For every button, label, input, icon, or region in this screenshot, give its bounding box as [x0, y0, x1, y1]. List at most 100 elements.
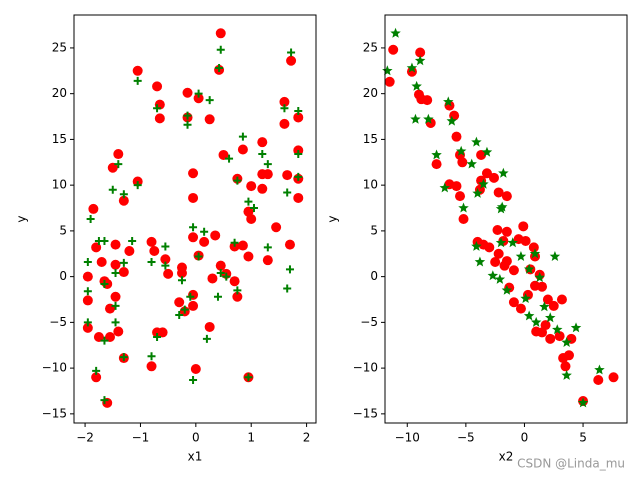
point: [263, 243, 272, 252]
point: [88, 203, 99, 214]
point: [561, 369, 572, 380]
point: [382, 65, 393, 76]
y-axis-label: y: [326, 215, 340, 222]
point: [222, 272, 231, 281]
point: [188, 192, 199, 203]
point: [539, 301, 550, 312]
point: [215, 260, 226, 271]
point: [560, 361, 571, 372]
point: [478, 178, 489, 189]
point: [523, 263, 535, 274]
point: [244, 197, 253, 206]
point: [496, 201, 508, 212]
y-tick-label: 0: [59, 269, 67, 283]
x-tick-label: 5: [579, 431, 587, 445]
point: [100, 236, 109, 245]
point: [149, 246, 160, 257]
point: [466, 158, 477, 169]
y-tick-label: 10: [363, 178, 378, 192]
point: [190, 364, 201, 375]
point: [286, 55, 297, 66]
point: [249, 204, 258, 213]
point: [549, 251, 561, 261]
point: [216, 268, 225, 277]
y-tick-label: 5: [370, 223, 378, 237]
point: [199, 236, 210, 247]
point: [193, 93, 204, 104]
point: [229, 276, 240, 287]
point: [518, 221, 529, 232]
y-tick-label: 5: [59, 223, 67, 237]
point: [183, 111, 192, 120]
point: [431, 149, 442, 160]
point: [233, 286, 242, 295]
point: [494, 273, 506, 284]
point: [100, 336, 109, 345]
y-tick-label: −15: [42, 406, 67, 420]
point: [451, 181, 462, 192]
point: [451, 131, 462, 142]
point: [246, 181, 257, 192]
point: [294, 172, 303, 181]
point: [455, 145, 467, 156]
point: [410, 113, 421, 124]
point: [83, 318, 92, 327]
point: [520, 293, 531, 304]
point: [124, 246, 135, 257]
point: [188, 232, 199, 243]
point: [175, 311, 184, 320]
point: [446, 115, 458, 126]
point: [515, 303, 526, 314]
point: [111, 318, 120, 327]
point: [508, 297, 519, 308]
point: [154, 113, 165, 124]
point: [474, 256, 486, 267]
point: [545, 333, 556, 344]
y-tick-label: 0: [370, 269, 378, 283]
point: [119, 258, 128, 267]
point: [523, 310, 535, 321]
point: [186, 292, 195, 301]
point: [293, 192, 304, 203]
point: [472, 187, 483, 198]
x-axis-label: x2: [499, 450, 514, 464]
point: [207, 273, 218, 284]
point: [257, 137, 268, 148]
point: [246, 214, 257, 224]
point: [262, 169, 273, 180]
point: [161, 261, 170, 270]
point: [189, 223, 198, 232]
y-tick-label: −10: [353, 361, 378, 375]
point: [608, 372, 619, 383]
point: [498, 167, 509, 178]
point: [537, 281, 548, 292]
point: [188, 168, 199, 179]
point: [100, 279, 109, 288]
y-tick-label: −10: [42, 361, 67, 375]
point: [285, 265, 294, 274]
point: [263, 160, 272, 169]
point: [493, 248, 504, 259]
point: [493, 187, 504, 198]
point: [508, 265, 519, 276]
point: [110, 259, 121, 270]
point: [204, 114, 215, 125]
y-tick-label: −15: [353, 406, 378, 420]
point: [82, 271, 93, 282]
point: [545, 312, 556, 323]
point: [157, 327, 168, 338]
point: [119, 190, 128, 199]
point: [293, 112, 304, 123]
y-tick-label: 15: [52, 132, 67, 146]
point: [279, 118, 290, 129]
point: [406, 62, 418, 73]
point: [177, 276, 186, 285]
point: [233, 176, 242, 185]
point: [96, 256, 107, 267]
point: [176, 267, 187, 278]
point: [104, 332, 115, 343]
point: [294, 150, 303, 159]
point: [282, 170, 293, 181]
point: [443, 96, 454, 107]
point: [414, 55, 426, 66]
